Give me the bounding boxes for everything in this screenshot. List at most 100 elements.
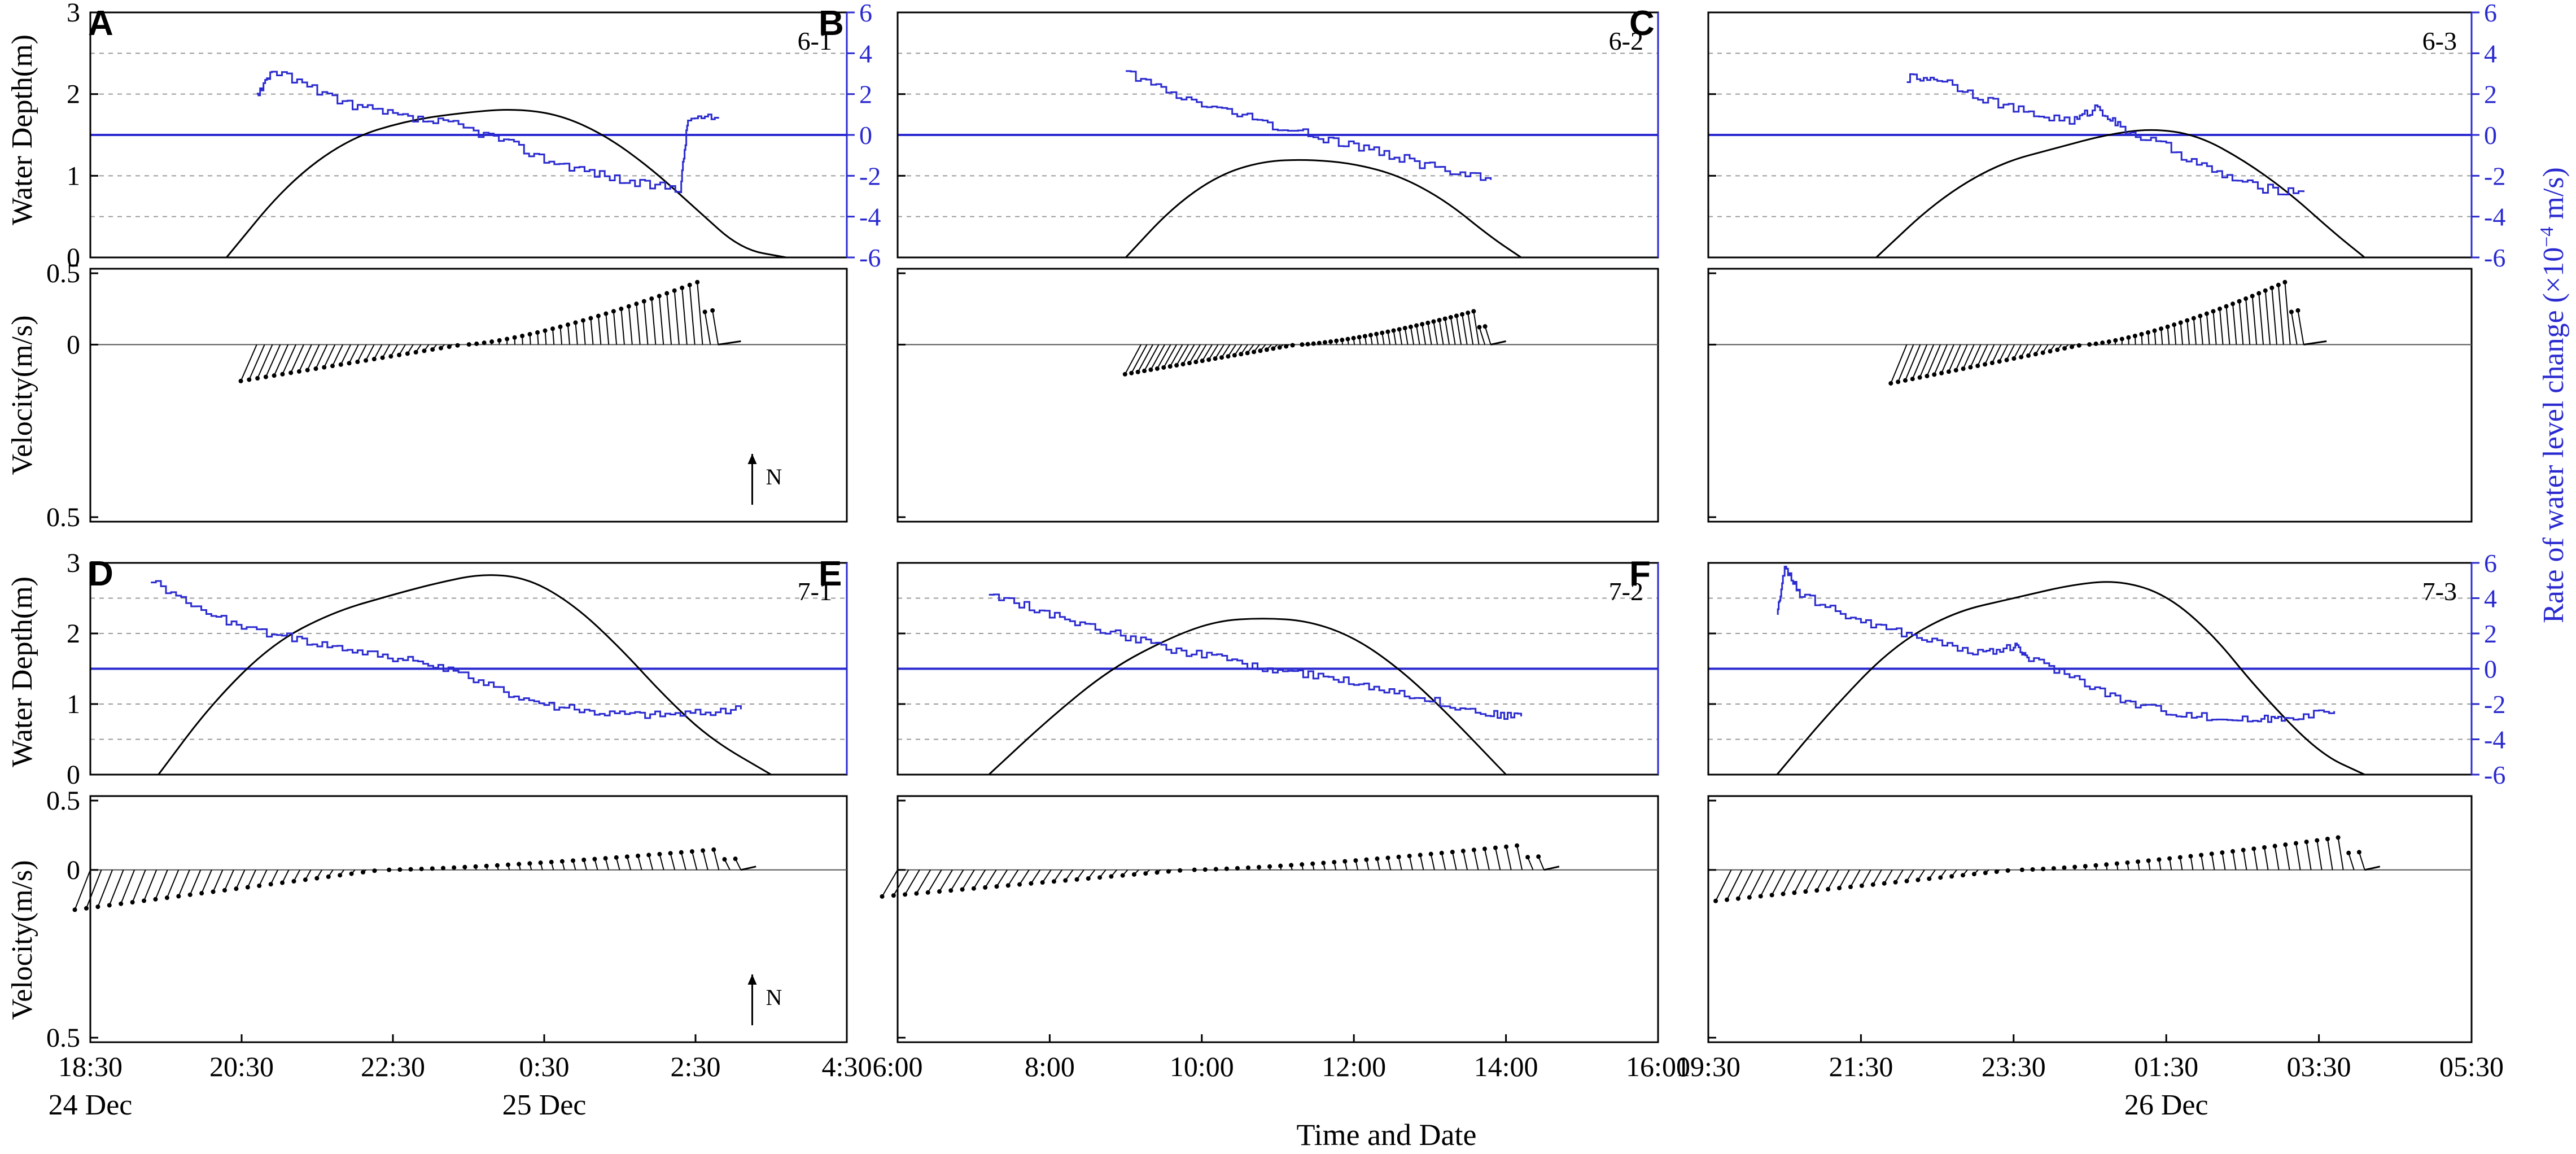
velocity-vector-head: [1154, 366, 1160, 371]
depth-tick-label: 1: [67, 161, 80, 191]
rate-curve: [989, 593, 1523, 720]
velocity-vector-head: [664, 291, 670, 296]
velocity-vector: [1030, 869, 1041, 884]
velocity-vector-head: [387, 867, 392, 872]
velocity-vector-head: [1364, 857, 1369, 862]
velocity-vector-head: [679, 850, 684, 855]
velocity-vector: [2306, 841, 2312, 870]
velocity-vector-head: [2146, 858, 2151, 863]
velocity-vector-head: [1161, 365, 1166, 370]
velocity-vector-head: [689, 849, 694, 854]
velocity-vector-head: [1882, 881, 1887, 886]
velocity-vector: [240, 344, 257, 382]
velocity-vector-head: [1425, 320, 1431, 325]
velocity-vector-head: [1758, 894, 1763, 899]
velocity-vector-head: [1904, 878, 1909, 884]
velocity-vector: [1124, 344, 1142, 375]
velocity-vector-head: [1927, 876, 1932, 881]
velocity-vector-head: [2172, 322, 2177, 327]
velocity-vector: [1827, 869, 1839, 890]
velocity-vector-head: [2048, 349, 2053, 354]
left-ylabel-velocity-bottom: Velocity(m/s): [6, 860, 38, 1020]
velocity-vector-head: [2217, 307, 2222, 312]
velocity-vector: [2264, 847, 2269, 870]
velocity-vector-head: [512, 335, 517, 340]
panel-station-label: 7-1: [798, 577, 832, 606]
panel-station-label: 6-2: [1609, 27, 1643, 55]
velocity-vector-head: [2188, 854, 2193, 859]
rate-tick-label: 2: [2484, 619, 2497, 648]
velocity-vector: [1905, 344, 1921, 381]
velocity-vector: [1962, 344, 1975, 369]
velocity-vector: [2258, 293, 2264, 345]
velocity-vector: [712, 310, 719, 345]
velocity-vector-head: [497, 338, 502, 343]
velocity-vector-head: [1385, 855, 1390, 860]
velocity-vector: [681, 287, 688, 345]
velocity-vector-head: [695, 279, 700, 285]
depth-tick-label: 2: [67, 619, 80, 649]
velocity-vector: [224, 869, 234, 891]
rate-tick-label: 6: [2484, 549, 2497, 578]
velocity-vector-head: [1391, 328, 1396, 333]
velocity-vector-head: [2224, 304, 2229, 309]
velocity-vector-head: [1345, 336, 1350, 342]
velocity-vector-head: [413, 349, 418, 355]
velocity-vector-head: [1848, 884, 1853, 889]
velocity-vector: [282, 344, 296, 375]
velocity-vector: [628, 306, 633, 345]
velocity-tail: [718, 340, 741, 346]
velocity-vector-head: [176, 894, 181, 899]
velocity-vector: [648, 855, 654, 871]
rate-tick-label: 2: [2484, 80, 2497, 109]
velocity-vector-head: [2293, 841, 2298, 846]
velocity-vector-head: [641, 299, 646, 304]
velocity-vector: [120, 869, 135, 904]
velocity-vector-head: [2100, 340, 2105, 346]
velocity-vector: [2348, 853, 2355, 871]
velocity-vector-head: [1167, 364, 1173, 369]
velocity-vector-head: [1482, 846, 1487, 851]
velocity-vector-head: [1448, 314, 1453, 320]
left-ylabel-depth-bottom: Water Depth(m): [6, 576, 38, 767]
velocity-vector: [1419, 855, 1424, 871]
depth-curve: [226, 109, 787, 259]
velocity-vector-head: [1925, 374, 1930, 379]
velocity-vector-head: [1334, 338, 1339, 343]
velocity-vector: [357, 344, 367, 362]
velocity-vector: [1794, 869, 1807, 893]
velocity-vector: [2199, 316, 2203, 345]
velocity-vector-head: [1142, 368, 1147, 373]
velocity-vector-head: [447, 344, 452, 349]
velocity-frame: [89, 795, 848, 1043]
velocity-vector-head: [1414, 323, 1419, 328]
velocity-vector-head: [455, 343, 460, 348]
velocity-vector-head: [891, 893, 896, 898]
x-tick-label: 16:00: [1626, 1051, 1690, 1082]
velocity-vector-head: [2220, 850, 2225, 855]
velocity-vector-head: [710, 308, 715, 313]
velocity-vector-head: [611, 309, 616, 314]
velocity-vector: [590, 318, 594, 345]
velocity-vector: [1872, 869, 1882, 885]
velocity-vector: [315, 344, 328, 369]
labels-layer: Water Depth(m) Velocity(m/s) Water Depth…: [6, 34, 2570, 1152]
right-ylabel-text: Rate of water level change (×10: [2538, 247, 2570, 623]
velocity-vector-head: [1949, 874, 1954, 879]
velocity-vector: [1984, 344, 1995, 365]
rate-tick-label: 4: [859, 39, 872, 68]
rate-tick-label: 0: [2484, 121, 2497, 150]
velocity-vector-head: [2262, 845, 2267, 850]
velocity-vector-head: [2072, 864, 2078, 869]
rate-tick-label: 0: [859, 121, 872, 150]
panel-B: 6-2 B: [819, 4, 1659, 523]
velocity-vector: [2251, 296, 2258, 345]
velocity-frame: [1707, 268, 2473, 523]
velocity-vector: [1816, 869, 1829, 891]
x-tick-label: 8:00: [1025, 1051, 1075, 1082]
velocity-vector: [1455, 316, 1462, 345]
velocity-vector: [1398, 329, 1403, 345]
velocity-tail: [2303, 340, 2327, 346]
velocity-vector-head: [1340, 338, 1345, 343]
